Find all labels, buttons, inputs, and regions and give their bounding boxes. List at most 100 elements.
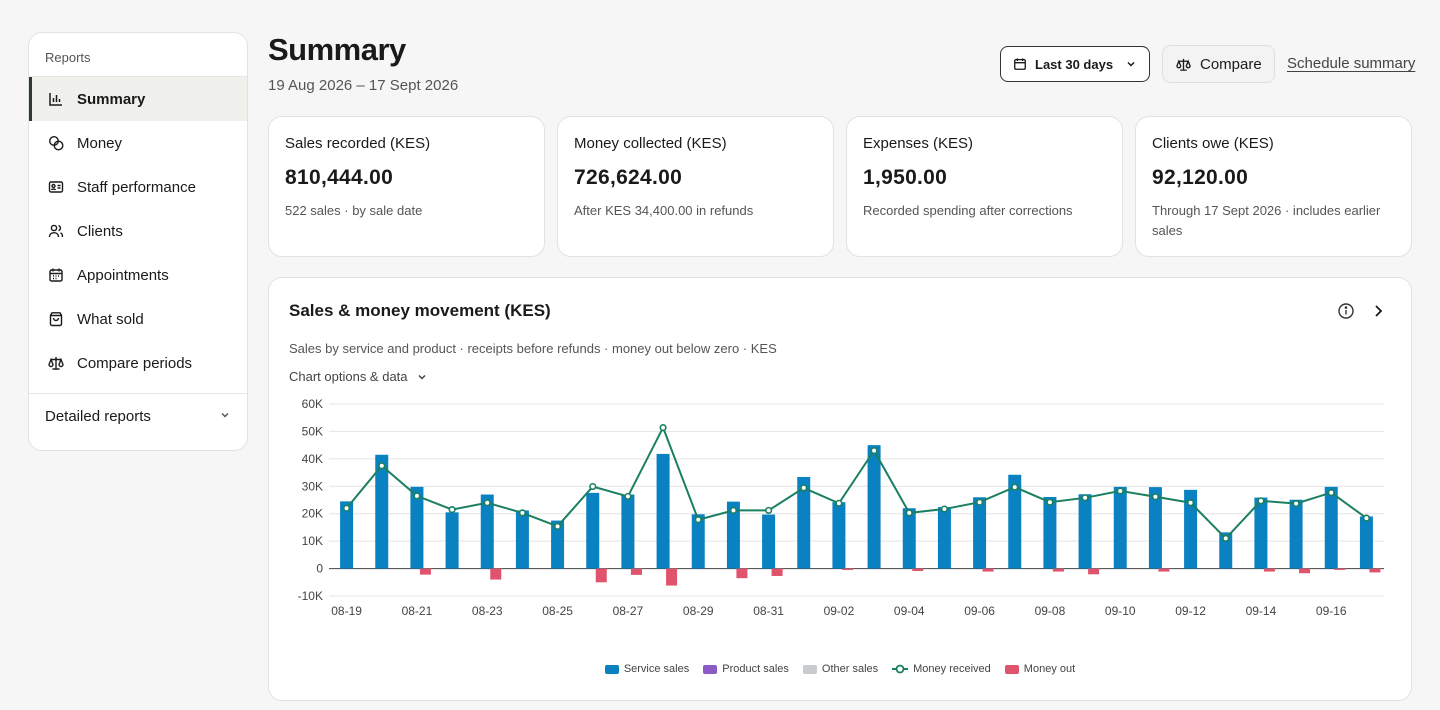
x-tick-label: 08-31 [753,604,784,618]
bar-service-sales [1289,499,1303,569]
sidebar-item-staff-performance[interactable]: Staff performance [29,165,247,209]
scale-icon [48,355,64,371]
bar-service-sales [1184,489,1198,569]
x-tick-label: 09-06 [964,604,995,618]
bar-service-sales [832,502,846,569]
bar-service-sales [726,501,740,569]
legend-item-other-sales[interactable]: Other sales [802,663,878,675]
chevron-right-icon[interactable] [1369,302,1387,320]
legend-item-money-out[interactable]: Money out [1004,663,1076,675]
bar-chart-icon [48,91,64,107]
bar-service-sales [586,492,600,569]
info-icon[interactable] [1337,302,1355,320]
chevron-down-icon [416,371,428,383]
bar-money-out [1158,568,1170,572]
kpi-card-money-collected[interactable]: Money collected (KES) 726,624.00 After K… [557,116,834,257]
bar-service-sales [902,508,916,569]
bar-service-sales [480,494,494,569]
sidebar-item-what-sold[interactable]: What sold [29,297,247,341]
bar-service-sales [867,445,881,569]
y-tick-label: 10K [302,534,323,548]
page-title: Summary [268,32,406,67]
x-tick-label: 08-23 [472,604,503,618]
point-money-received [870,447,878,455]
bar-money-out [1052,568,1064,572]
point-money-received [448,506,456,514]
kpi-label: Sales recorded (KES) [285,135,431,152]
kpi-value: 810,444.00 [285,166,394,189]
bar-money-out [1088,568,1100,575]
kpi-card-clients-owe[interactable]: Clients owe (KES) 92,120.00 Through 17 S… [1135,116,1412,257]
sidebar-item-label: Summary [77,90,146,108]
bar-service-sales [1113,486,1127,569]
x-tick-label: 08-25 [542,604,573,618]
kpi-card-sales-recorded[interactable]: Sales recorded (KES) 810,444.00 522 sale… [268,116,545,257]
bar-money-out [666,568,678,586]
bar-money-out [1369,568,1381,573]
point-money-received [589,482,597,491]
x-tick-label: 08-29 [683,604,714,618]
point-money-received [905,509,913,517]
bar-service-sales [762,514,776,569]
point-money-received [413,492,421,500]
bar-money-out [1299,568,1311,574]
sidebar-item-clients[interactable]: Clients [29,209,247,253]
legend-item-service-sales[interactable]: Service sales [604,663,689,675]
panel-description: Sales by service and product · receipts … [289,341,777,356]
point-money-received [835,499,843,507]
y-tick-label: 20K [302,507,323,521]
y-tick-label: 0 [316,562,323,576]
kpi-label: Expenses (KES) [863,135,974,152]
point-money-received [1011,483,1019,491]
sidebar-item-summary[interactable]: Summary [29,77,247,121]
x-tick-label: 09-08 [1035,604,1066,618]
y-tick-label: 30K [302,479,323,493]
legend-item-money-received[interactable]: Money received [892,663,991,675]
point-money-received [764,506,773,515]
bar-service-sales [410,486,424,569]
point-money-received [518,509,527,517]
schedule-summary-link[interactable]: Schedule summary [1287,55,1416,72]
compare-button[interactable]: Compare [1162,45,1275,83]
bar-money-out [419,568,431,575]
sidebar-item-label: Clients [77,222,123,240]
panel-title: Sales & money movement (KES) [289,301,551,320]
point-money-received [694,516,702,524]
legend-swatch [604,664,619,674]
bar-money-out [841,568,853,570]
line-money-received [345,425,1368,540]
sidebar-item-appointments[interactable]: Appointments [29,253,247,297]
point-money-received [378,462,386,470]
bar-money-out [982,568,994,572]
point-money-received [553,522,562,530]
sidebar-item-money[interactable]: Money [29,121,247,165]
bar-money-out [736,568,748,579]
bar-service-sales [1254,497,1268,569]
legend-label: Money out [1023,663,1076,675]
chart-legend: Service sales Product sales Other sales … [269,663,1411,675]
chart-options-label: Chart options & data [289,369,408,384]
sidebar-item-compare-periods[interactable]: Compare periods [29,341,247,385]
sidebar-divider [29,393,247,394]
detailed-reports-toggle[interactable]: Detailed reports [29,394,247,438]
sidebar-list: Summary Money Staff performance Clients … [29,77,247,385]
chart-options-toggle[interactable]: Chart options & data [289,369,428,384]
legend-item-product-sales[interactable]: Product sales [703,663,789,675]
date-range-button[interactable]: Last 30 days [1000,46,1150,82]
point-money-received [940,505,949,513]
x-tick-label: 09-14 [1246,604,1277,618]
y-tick-label: 40K [302,452,323,466]
bar-service-sales [551,520,565,569]
kpi-value: 92,120.00 [1152,166,1249,189]
bar-service-sales [1078,494,1092,569]
point-money-received [1362,514,1371,522]
shopping-bag-icon [48,311,64,327]
x-tick-label: 09-12 [1175,604,1206,618]
bar-service-sales [445,512,459,569]
point-money-received [483,499,491,507]
x-tick-label: 09-16 [1316,604,1347,618]
chevron-down-icon [1125,58,1137,70]
x-tick-label: 09-10 [1105,604,1136,618]
legend-swatch [703,664,718,674]
kpi-card-expenses[interactable]: Expenses (KES) 1,950.00 Recorded spendin… [846,116,1123,257]
